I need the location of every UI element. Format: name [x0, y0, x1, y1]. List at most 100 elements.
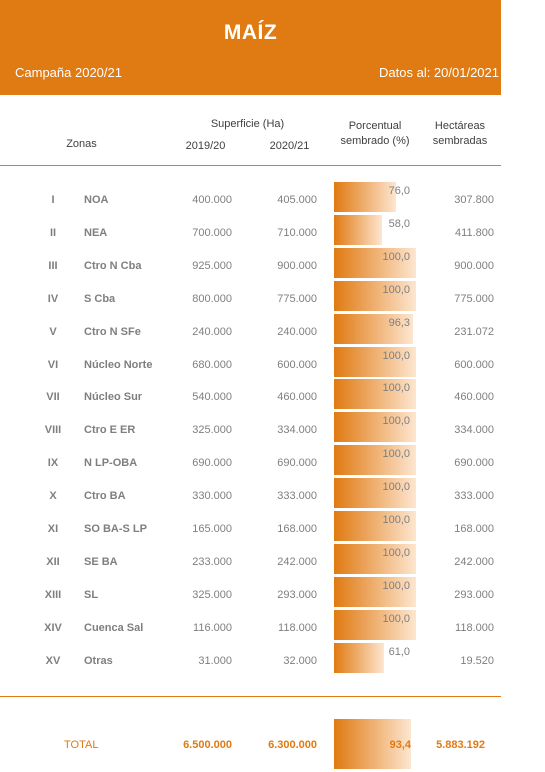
total-percentage: 93,4	[389, 739, 411, 751]
percentage-value: 100,0	[382, 284, 410, 296]
zone-number: III	[48, 260, 58, 272]
surface-2020: 242.000	[277, 556, 317, 568]
table-row: IX N LP-OBA 690.000 690.000 100,0 690.000	[0, 445, 545, 475]
surface-2019: 700.000	[192, 227, 232, 239]
percentage-bar	[334, 412, 416, 442]
surface-2020: 710.000	[277, 227, 317, 239]
superficie-header: Superficie (Ha)	[210, 118, 285, 130]
percentage-value: 100,0	[382, 613, 410, 625]
table-row: X Ctro BA 330.000 333.000 100,0 333.000	[0, 478, 545, 508]
surface-2019: 240.000	[192, 326, 232, 338]
hectares-sown: 333.000	[454, 490, 494, 502]
percentage-bar	[334, 544, 416, 574]
percentage-bar	[334, 379, 416, 409]
surface-2020: 333.000	[277, 490, 317, 502]
percentage-bar	[334, 577, 416, 607]
porcentual-header: Porcentual sembrado (%)	[330, 119, 420, 149]
zone-name: Ctro N SFe	[84, 326, 141, 338]
table-row: XIV Cuenca Sal 116.000 118.000 100,0 118.000	[0, 610, 545, 640]
percentage-value: 100,0	[382, 481, 410, 493]
surface-2020: 334.000	[277, 424, 317, 436]
surface-2020: 775.000	[277, 293, 317, 305]
zone-name: Núcleo Sur	[84, 391, 143, 403]
zone-number: XV	[45, 655, 61, 667]
zone-name: NOA	[84, 194, 109, 206]
percentage-value: 100,0	[382, 448, 410, 460]
zone-name: S Cba	[84, 293, 116, 305]
total-label: TOTAL	[64, 739, 99, 751]
zone-name: NEA	[84, 227, 108, 239]
table-row: I NOA 400.000 405.000 76,0 307.800	[0, 182, 545, 212]
hectares-sown: 334.000	[454, 424, 494, 436]
porcentual-header-line1: Porcentual	[348, 120, 402, 132]
hectares-sown: 690.000	[454, 457, 494, 469]
zone-name: Cuenca Sal	[84, 622, 144, 634]
total-hectares: 5.883.192	[436, 739, 485, 751]
zone-number: VII	[46, 391, 60, 403]
surface-2020: 118.000	[278, 622, 317, 634]
table-row: V Ctro N SFe 240.000 240.000 96,3 231.072	[0, 314, 545, 344]
hectares-sown: 118.000	[455, 622, 494, 634]
table-row: XV Otras 31.000 32.000 61,0 19.520	[0, 643, 545, 673]
percentage-value: 100,0	[382, 514, 410, 526]
zone-number: X	[49, 490, 57, 502]
zone-number: II	[49, 227, 57, 239]
percentage-value: 100,0	[382, 580, 410, 592]
zone-number: XIV	[44, 622, 62, 634]
hectares-sown: 460.000	[454, 391, 494, 403]
surface-2020: 240.000	[277, 326, 317, 338]
surface-2019: 116.000	[193, 622, 232, 634]
percentage-bar	[334, 281, 416, 311]
table-row: VI Núcleo Norte 680.000 600.000 100,0 600.000	[0, 347, 545, 377]
surface-2019: 690.000	[192, 457, 232, 469]
zone-name: SE BA	[84, 556, 118, 568]
zone-number: VIII	[44, 424, 62, 436]
year-2020-header: 2020/21	[269, 140, 310, 152]
hectares-sown: 242.000	[454, 556, 494, 568]
table-row: II NEA 700.000 710.000 58,0 411.800	[0, 215, 545, 245]
percentage-bar	[334, 643, 384, 673]
percentage-value: 58,0	[388, 218, 410, 230]
zone-number: VI	[47, 359, 59, 371]
percentage-bar	[334, 248, 416, 278]
percentage-value: 100,0	[382, 350, 410, 362]
percentage-value: 76,0	[388, 185, 410, 197]
data-date-label: Datos al: 20/01/2021	[379, 65, 499, 80]
surface-2020: 460.000	[277, 391, 317, 403]
table-row: XIII SL 325.000 293.000 100,0 293.000	[0, 577, 545, 607]
surface-2019: 800.000	[192, 293, 232, 305]
surface-2019: 165.000	[192, 523, 232, 535]
surface-2019: 31.000	[198, 655, 232, 667]
percentage-bar	[334, 445, 416, 475]
percentage-bar	[334, 610, 416, 640]
hectareas-header-line1: Hectáreas	[434, 120, 486, 132]
total-row: TOTAL 6.500.000 6.300.000 93,4 5.883.192	[0, 719, 545, 769]
hectares-sown: 231.072	[454, 326, 494, 338]
percentage-value: 100,0	[382, 415, 410, 427]
table-row: XI SO BA-S LP 165.000 168.000 100,0 168.000	[0, 511, 545, 541]
total-2020: 6.300.000	[268, 739, 317, 751]
percentage-value: 61,0	[388, 646, 410, 658]
surface-2020: 405.000	[277, 194, 317, 206]
table-row: VIII Ctro E ER 325.000 334.000 100,0 334.000	[0, 412, 545, 442]
percentage-value: 100,0	[382, 547, 410, 559]
percentage-bar	[334, 478, 416, 508]
zonas-header: Zonas	[66, 138, 97, 150]
total-percentage-bar	[334, 719, 411, 769]
table-row: VII Núcleo Sur 540.000 460.000 100,0 460.000	[0, 379, 545, 409]
percentage-bar	[334, 314, 413, 344]
hectares-sown: 411.800	[455, 227, 494, 239]
zone-number: IX	[47, 457, 59, 469]
surface-2020: 32.000	[283, 655, 317, 667]
hectares-sown: 775.000	[454, 293, 494, 305]
percentage-value: 100,0	[382, 382, 410, 394]
surface-2019: 325.000	[192, 424, 232, 436]
surface-2020: 690.000	[277, 457, 317, 469]
surface-2019: 325.000	[192, 589, 232, 601]
zone-number: XII	[46, 556, 60, 568]
surface-2019: 925.000	[192, 260, 232, 272]
surface-2020: 600.000	[277, 359, 317, 371]
surface-2019: 330.000	[192, 490, 232, 502]
percentage-bar	[334, 511, 416, 541]
surface-2020: 168.000	[277, 523, 317, 535]
